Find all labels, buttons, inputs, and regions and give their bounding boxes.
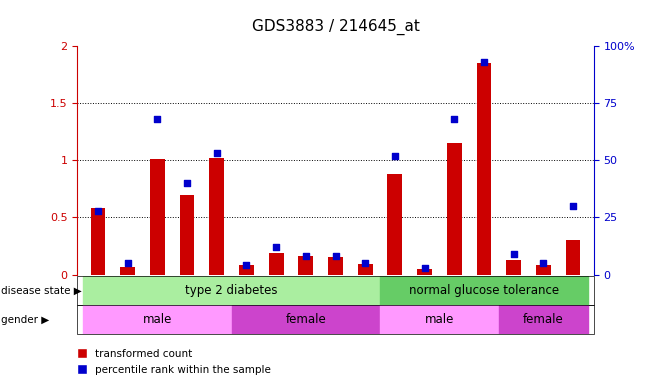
Bar [91, 208, 105, 275]
Point [93, 207, 103, 214]
Point [538, 260, 549, 266]
Legend: transformed count, percentile rank within the sample: transformed count, percentile rank withi… [72, 345, 275, 379]
Bar [417, 269, 432, 275]
Text: normal glucose tolerance: normal glucose tolerance [409, 285, 559, 297]
Bar [268, 253, 284, 275]
Bar [328, 257, 343, 275]
Point [301, 253, 311, 259]
Bar [358, 264, 372, 275]
Point [122, 260, 133, 266]
Point [390, 153, 401, 159]
Point [419, 265, 430, 271]
Text: male: male [425, 313, 454, 326]
Bar [506, 260, 521, 275]
Point [211, 151, 222, 157]
Point [270, 244, 281, 250]
Bar [83, 276, 380, 305]
Bar [476, 63, 491, 275]
Bar [299, 256, 313, 275]
Text: female: female [285, 313, 326, 326]
Point [152, 116, 162, 122]
Point [241, 262, 252, 268]
Point [509, 251, 519, 257]
Bar [380, 305, 499, 334]
Text: GDS3883 / 214645_at: GDS3883 / 214645_at [252, 19, 419, 35]
Bar [380, 276, 588, 305]
Text: male: male [143, 313, 172, 326]
Point [360, 260, 370, 266]
Point [568, 203, 578, 209]
Bar [231, 305, 380, 334]
Text: gender ▶: gender ▶ [1, 314, 50, 325]
Bar [180, 195, 195, 275]
Bar [120, 266, 135, 275]
Bar [566, 240, 580, 275]
Text: type 2 diabetes: type 2 diabetes [185, 285, 278, 297]
Bar [536, 265, 551, 275]
Text: female: female [523, 313, 564, 326]
Text: disease state ▶: disease state ▶ [1, 286, 82, 296]
Point [478, 59, 489, 65]
Bar [387, 174, 403, 275]
Bar [209, 158, 224, 275]
Bar [499, 305, 588, 334]
Bar [150, 159, 165, 275]
Bar [447, 143, 462, 275]
Bar [83, 305, 231, 334]
Point [449, 116, 460, 122]
Point [182, 180, 193, 186]
Bar [239, 265, 254, 275]
Point [330, 253, 341, 259]
